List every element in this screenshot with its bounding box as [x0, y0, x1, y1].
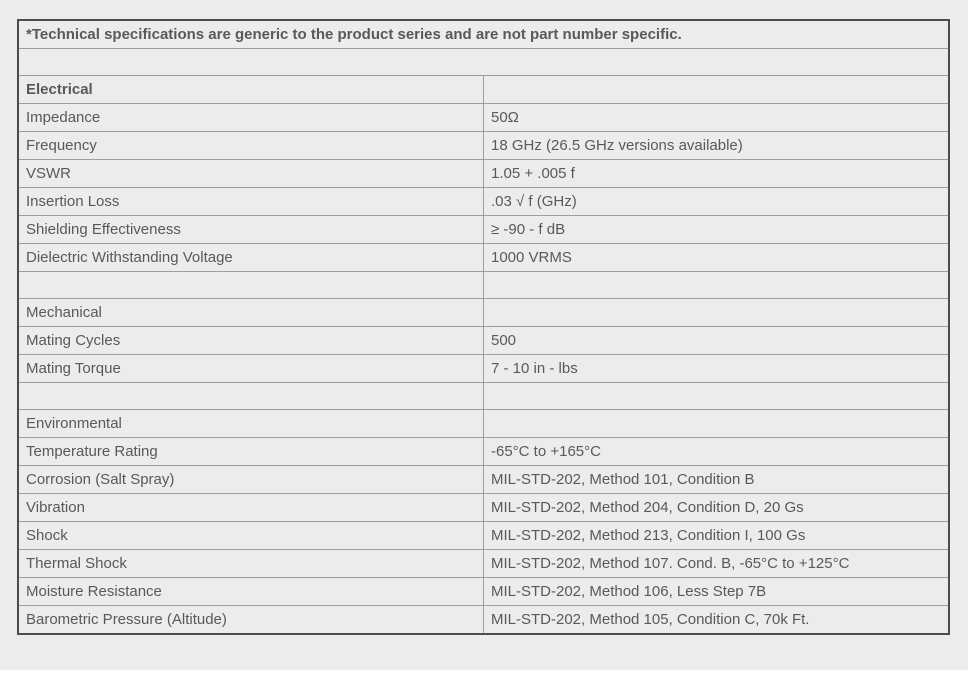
- section-header-mechanical: Mechanical: [17, 298, 484, 327]
- spacer-cell: [17, 271, 484, 299]
- spacer-cell: [17, 382, 484, 410]
- spec-row: Vibration MIL-STD-202, Method 204, Condit…: [17, 493, 950, 522]
- spec-value: MIL-STD-202, Method 204, Condition D, 20…: [483, 493, 950, 522]
- spacer-row: [17, 48, 950, 76]
- spec-row: Mating Torque 7 - 10 in - lbs: [17, 354, 950, 383]
- spec-row: Insertion Loss .03 √ f (GHz): [17, 187, 950, 216]
- spec-row: Shielding Effectiveness ≥ -90 - f dB: [17, 215, 950, 244]
- spec-label: Shock: [17, 521, 484, 550]
- spec-value: MIL-STD-202, Method 101, Condition B: [483, 465, 950, 494]
- spec-label: Dielectric Withstanding Voltage: [17, 243, 484, 272]
- spacer-cell: [483, 382, 950, 410]
- spacer-row: [17, 382, 950, 410]
- spec-row: Thermal Shock MIL-STD-202, Method 107. Co…: [17, 549, 950, 578]
- spec-label: Frequency: [17, 131, 484, 160]
- spec-row: Shock MIL-STD-202, Method 213, Condition …: [17, 521, 950, 550]
- spec-value: 50Ω: [483, 103, 950, 132]
- spec-row: Frequency 18 GHz (26.5 GHz versions avail…: [17, 131, 950, 160]
- spec-row: Barometric Pressure (Altitude) MIL-STD-20…: [17, 605, 950, 635]
- section-header-electrical: Electrical: [17, 75, 484, 104]
- spec-value: MIL-STD-202, Method 105, Condition C, 70…: [483, 605, 950, 635]
- spec-label: Temperature Rating: [17, 437, 484, 466]
- spec-label: Insertion Loss: [17, 187, 484, 216]
- spec-value: -65°C to +165°C: [483, 437, 950, 466]
- section-header-environmental: Environmental: [17, 409, 484, 438]
- spec-row: Impedance 50Ω: [17, 103, 950, 132]
- section-header-row: Mechanical: [17, 298, 950, 327]
- spec-row: Corrosion (Salt Spray) MIL-STD-202, Metho…: [17, 465, 950, 494]
- spec-label: VSWR: [17, 159, 484, 188]
- spec-value: 18 GHz (26.5 GHz versions available): [483, 131, 950, 160]
- spec-row: VSWR 1.05 + .005 f: [17, 159, 950, 188]
- section-header-row: Environmental: [17, 409, 950, 438]
- table-note: *Technical specifications are generic to…: [17, 19, 950, 49]
- spec-value: 1.05 + .005 f: [483, 159, 950, 188]
- spec-label: Mating Cycles: [17, 326, 484, 355]
- spec-label: Moisture Resistance: [17, 577, 484, 606]
- spec-label: Barometric Pressure (Altitude): [17, 605, 484, 635]
- spec-label: Corrosion (Salt Spray): [17, 465, 484, 494]
- spec-value: MIL-STD-202, Method 107. Cond. B, -65°C …: [483, 549, 950, 578]
- spec-value: MIL-STD-202, Method 106, Less Step 7B: [483, 577, 950, 606]
- section-header-row: Electrical: [17, 75, 950, 104]
- spec-value: ≥ -90 - f dB: [483, 215, 950, 244]
- spec-row: Moisture Resistance MIL-STD-202, Method 1…: [17, 577, 950, 606]
- spec-value: .03 √ f (GHz): [483, 187, 950, 216]
- section-header-empty-cell: [483, 75, 950, 104]
- spec-row: Temperature Rating -65°C to +165°C: [17, 437, 950, 466]
- spec-row: Dielectric Withstanding Voltage 1000 VRMS: [17, 243, 950, 272]
- spec-label: Impedance: [17, 103, 484, 132]
- spec-value: 500: [483, 326, 950, 355]
- spec-value: 1000 VRMS: [483, 243, 950, 272]
- spec-value: MIL-STD-202, Method 213, Condition I, 10…: [483, 521, 950, 550]
- spec-row: Mating Cycles 500: [17, 326, 950, 355]
- spec-label: Mating Torque: [17, 354, 484, 383]
- technical-specs-table: *Technical specifications are generic to…: [17, 19, 950, 635]
- spec-label: Thermal Shock: [17, 549, 484, 578]
- spacer-cell: [17, 48, 950, 76]
- note-row: *Technical specifications are generic to…: [17, 19, 950, 49]
- section-header-empty-cell: [483, 298, 950, 327]
- section-header-empty-cell: [483, 409, 950, 438]
- spacer-row: [17, 271, 950, 299]
- spec-label: Vibration: [17, 493, 484, 522]
- spacer-cell: [483, 271, 950, 299]
- spec-value: 7 - 10 in - lbs: [483, 354, 950, 383]
- spec-label: Shielding Effectiveness: [17, 215, 484, 244]
